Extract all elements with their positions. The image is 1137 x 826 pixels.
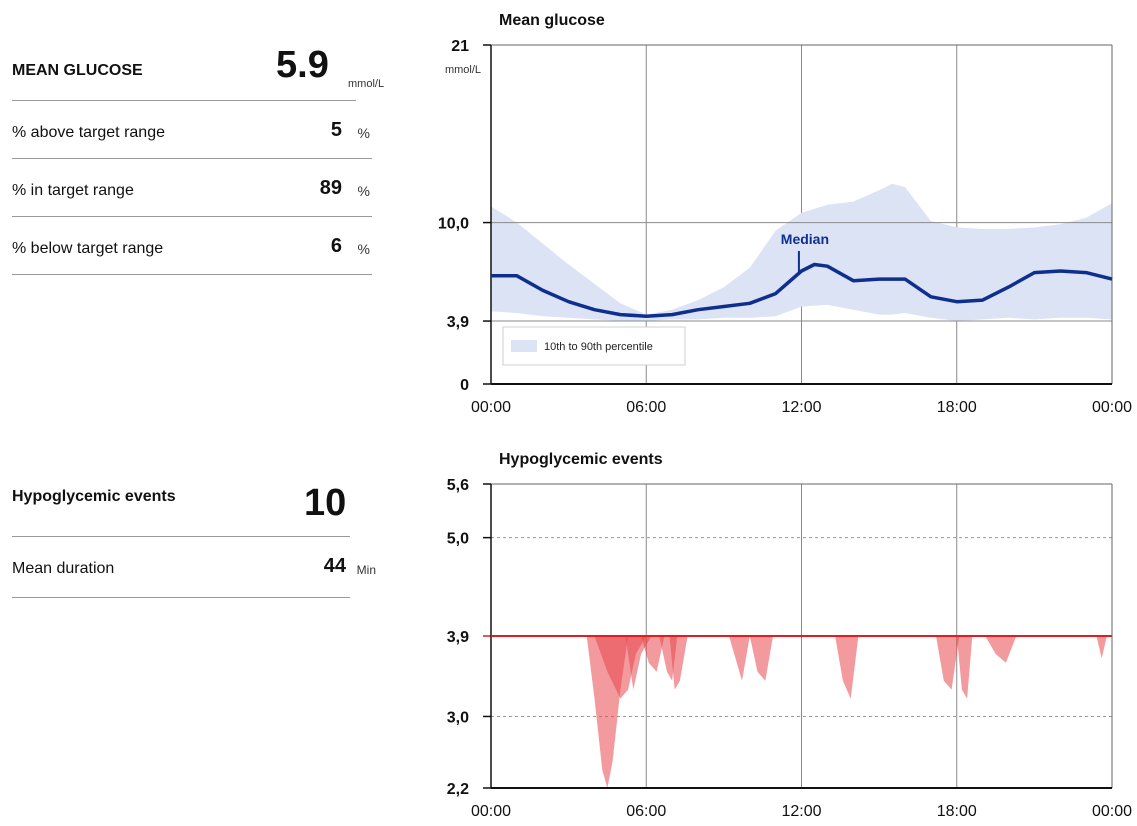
stat-label: % below target range [12,240,164,257]
mean-glucose-value: 5.9 [276,44,329,86]
y-tick-label: 21 [451,38,469,55]
legend-label: 10th to 90th percentile [544,341,653,353]
glucose-summary: MEAN GLUCOSE 5.9 mmol/L % above target r… [12,40,384,275]
chart-title: Mean glucose [499,12,605,29]
chart-title: Hypoglycemic events [499,451,663,468]
x-tick-label: 12:00 [781,803,821,820]
stat-unit: % [357,241,370,257]
mean-glucose-title: MEAN GLUCOSE [12,62,143,79]
stat-row-below: % below target range 6 % [12,217,372,275]
stat-unit: Min [356,563,376,577]
hypo-event [625,636,652,690]
hypo-events-value: 10 [304,482,347,524]
hypo-event [669,636,688,690]
median-annotation-label: Median [781,231,829,247]
stat-label: % in target range [12,182,134,199]
hypo-event [956,636,973,699]
glucose-summary-header: MEAN GLUCOSE 5.9 mmol/L [12,40,384,100]
hypo-event [985,636,1017,663]
stat-label: Mean duration [12,560,115,577]
hypo-event [1096,636,1107,659]
hypo-events-title: Hypoglycemic events [12,488,176,505]
x-tick-label: 12:00 [781,399,821,416]
stat-label: % above target range [12,124,165,141]
y-axis-unit: mmol/L [445,64,481,76]
divider [12,536,350,537]
hypo-event [936,636,960,690]
stat-unit: % [357,183,370,199]
mean-glucose-unit: mmol/L [348,78,385,90]
hypo-summary-header: Hypoglycemic events 10 [12,478,350,536]
hypo-summary: Hypoglycemic events 10 Mean duration 44 … [12,478,376,598]
x-tick-label: 00:00 [1092,399,1132,416]
threshold-tick-label: 3,9 [447,629,469,646]
y-tick-label: 0 [460,377,469,394]
stat-row-above: % above target range 5 % [12,101,372,159]
y-tick-label: 5,6 [447,477,469,494]
x-tick-label: 06:00 [626,399,666,416]
median-line [491,262,1113,318]
stat-value: 5 [330,119,342,141]
x-tick-label: 06:00 [626,803,666,820]
hypo-event [641,636,665,672]
hypoglycemic-events-chart: Hypoglycemic events 00:00 06:00 12:00 18:00 0… [447,451,1132,820]
x-tick-label: 18:00 [937,803,977,820]
divider [12,100,356,101]
mean-glucose-chart: Mean glucose 00:00 06:00 12:00 18:00 00:00 21 1… [438,12,1132,416]
y-tick-label: 2,2 [447,781,469,798]
stat-value: 89 [319,177,342,199]
y-tick-label: 5,0 [447,531,469,548]
x-tick-label: 18:00 [937,399,977,416]
hypo-event [729,636,750,681]
stat-value: 6 [330,235,342,257]
stat-row-duration: Mean duration 44 Min [12,537,376,598]
hypo-event [749,636,773,681]
hypo-event [835,636,859,699]
y-tick-label: 10,0 [438,216,469,233]
legend-swatch [511,340,537,352]
y-tick-label: 3,0 [447,709,469,726]
percentile-band [491,183,1112,321]
y-tick-label: 3,9 [447,314,469,331]
stat-value: 44 [323,555,346,577]
x-tick-label: 00:00 [1092,803,1132,820]
x-tick-label: 00:00 [471,803,511,820]
stat-row-in-range: % in target range 89 % [12,159,372,217]
x-tick-label: 00:00 [471,399,511,416]
stat-unit: % [357,125,370,141]
